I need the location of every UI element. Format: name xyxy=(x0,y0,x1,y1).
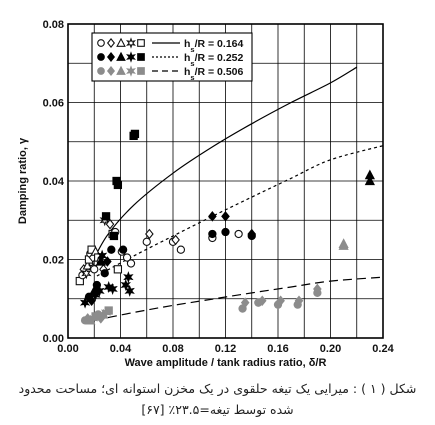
diamond-marker xyxy=(276,295,285,306)
triangle-marker xyxy=(116,37,126,47)
square-marker xyxy=(137,39,145,47)
x-tick-label: 0.04 xyxy=(110,343,132,355)
circle-marker xyxy=(208,229,217,239)
triangle-marker xyxy=(116,51,126,61)
x-tick-label: 0.20 xyxy=(320,343,341,355)
diamond-marker xyxy=(247,228,257,240)
diamond-marker xyxy=(145,228,154,240)
circle-marker xyxy=(221,227,230,237)
y-tick-label: 0.00 xyxy=(43,333,64,345)
circle-marker xyxy=(118,245,128,254)
star-marker xyxy=(126,65,136,77)
plot-frame xyxy=(67,23,384,339)
diamond-marker xyxy=(105,218,115,230)
circle-marker xyxy=(122,253,132,262)
y-axis-title: Damping ratio, γ xyxy=(17,137,29,224)
square-marker xyxy=(130,129,140,139)
diamond-marker xyxy=(208,211,217,222)
diamond-marker xyxy=(294,295,304,306)
data-points xyxy=(75,129,375,325)
circle-marker xyxy=(126,259,136,268)
star-marker xyxy=(107,282,118,295)
star-marker xyxy=(120,279,131,291)
circle-marker xyxy=(234,229,243,239)
diamond-marker xyxy=(106,52,116,62)
diamond-marker xyxy=(221,211,230,222)
diamond-marker xyxy=(257,295,267,306)
diamond-marker xyxy=(171,234,180,246)
x-axis-title: Wave amplitude / tank radius ratio, δ/R xyxy=(125,357,327,369)
star-marker xyxy=(124,284,135,297)
circle-marker xyxy=(100,269,109,278)
square-marker xyxy=(137,67,145,75)
star-marker xyxy=(123,271,134,284)
square-marker xyxy=(104,306,113,315)
triangle-marker xyxy=(338,238,349,248)
x-tick-label: 0.00 xyxy=(57,343,78,355)
diamond-marker xyxy=(87,295,96,306)
square-marker xyxy=(109,231,119,241)
figure-caption-line-2: شده توسط تیغه=۲۳.۵٪ [۶۷] xyxy=(141,402,294,417)
y-tick-label: 0.04 xyxy=(43,176,65,188)
black-fit-curve xyxy=(96,145,384,277)
triangle-marker xyxy=(116,65,126,75)
star-marker xyxy=(126,51,136,63)
gray-fit-curve xyxy=(94,276,384,321)
y-tick-label: 0.02 xyxy=(43,255,64,267)
legend-label: hs/R = 0.506 xyxy=(184,66,243,82)
tick-labels: 0.00 0.04 0.08 0.12 0.16 0.20 0.24 0.00 0.02 0.04… xyxy=(43,19,395,355)
y-tick-label: 0.08 xyxy=(43,19,64,31)
square-marker xyxy=(113,265,123,274)
triangle-marker xyxy=(364,175,375,186)
circle-marker xyxy=(107,245,116,254)
square-marker xyxy=(101,212,111,221)
star-marker xyxy=(96,249,108,262)
star-marker xyxy=(94,284,105,297)
square-marker xyxy=(137,53,145,61)
open-fit-curve xyxy=(91,66,358,264)
legend-label: hs/R = 0.252 xyxy=(184,52,243,68)
circle-marker xyxy=(90,265,99,274)
x-tick-label: 0.24 xyxy=(372,343,394,355)
damping-chart: 0.00 0.04 0.08 0.12 0.16 0.20 0.24 0.00 0.02 0.04… xyxy=(17,19,395,369)
diamond-marker xyxy=(106,38,116,48)
circle-marker xyxy=(142,237,151,246)
diamond-marker xyxy=(106,66,116,76)
circle-marker xyxy=(97,39,105,47)
circle-marker xyxy=(176,245,186,254)
circle-marker xyxy=(97,53,105,61)
square-marker xyxy=(113,180,123,190)
x-tick-label: 0.08 xyxy=(162,343,183,355)
y-tick-label: 0.06 xyxy=(43,98,64,110)
x-tick-label: 0.16 xyxy=(267,343,288,355)
star-marker xyxy=(81,267,92,280)
x-tick-label: 0.12 xyxy=(215,343,236,355)
star-marker xyxy=(126,37,136,49)
fit-curves xyxy=(91,66,384,321)
diamond-marker xyxy=(240,297,250,308)
diamond-marker xyxy=(313,283,322,295)
figure-caption-line-1: شکل ( ۱ ) : میرایی یک تیغه حلقوی در یک م… xyxy=(18,381,417,396)
triangle-marker xyxy=(364,169,375,180)
legend-label: hs/R = 0.164 xyxy=(184,38,243,54)
triangle-marker xyxy=(95,255,106,266)
circle-marker xyxy=(97,67,105,75)
diamond-marker xyxy=(103,256,112,267)
